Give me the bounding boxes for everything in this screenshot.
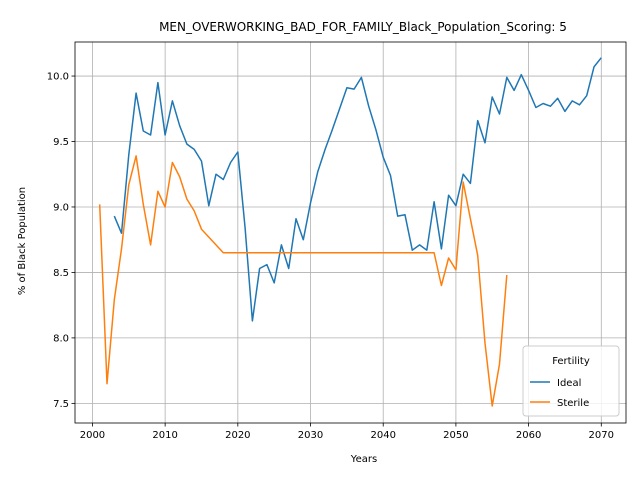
legend-label-sterile: Sterile (557, 398, 589, 409)
chart-title: MEN_OVERWORKING_BAD_FOR_FAMILY_Black_Pop… (159, 20, 567, 34)
x-tick-label: 2000 (80, 430, 105, 441)
x-tick-label: 2040 (370, 430, 395, 441)
x-tick-label: 2020 (225, 430, 250, 441)
legend-label-ideal: Ideal (557, 378, 581, 389)
legend: Fertility Ideal Sterile (522, 345, 620, 417)
series-lines (98, 57, 602, 407)
x-tick-label: 2030 (298, 430, 323, 441)
x-tick-label: 2050 (443, 430, 468, 441)
x-tick-label: 2070 (589, 430, 614, 441)
x-axis-ticks: 2000 2010 2020 2030 2040 2050 2060 2070 (80, 423, 614, 441)
x-tick-label: 2060 (516, 430, 541, 441)
legend-box (522, 345, 620, 417)
legend-title: Fertility (552, 356, 590, 367)
series-line-sterile (98, 155, 508, 407)
y-tick-label: 7.5 (53, 399, 69, 410)
plot-frame (74, 41, 627, 424)
x-tick-label: 2010 (152, 430, 177, 441)
y-tick-label: 9.0 (53, 202, 69, 213)
x-axis-label: Years (350, 454, 377, 465)
series-line-ideal (113, 57, 602, 322)
grid (75, 42, 626, 423)
y-axis-label: % of Black Population (17, 187, 28, 295)
y-tick-label: 8.5 (53, 268, 69, 279)
y-tick-label: 8.0 (53, 333, 69, 344)
y-tick-label: 9.5 (53, 137, 69, 148)
y-tick-label: 10.0 (47, 72, 69, 83)
y-axis-ticks: 7.5 8.0 8.5 9.0 9.5 10.0 (47, 72, 75, 410)
